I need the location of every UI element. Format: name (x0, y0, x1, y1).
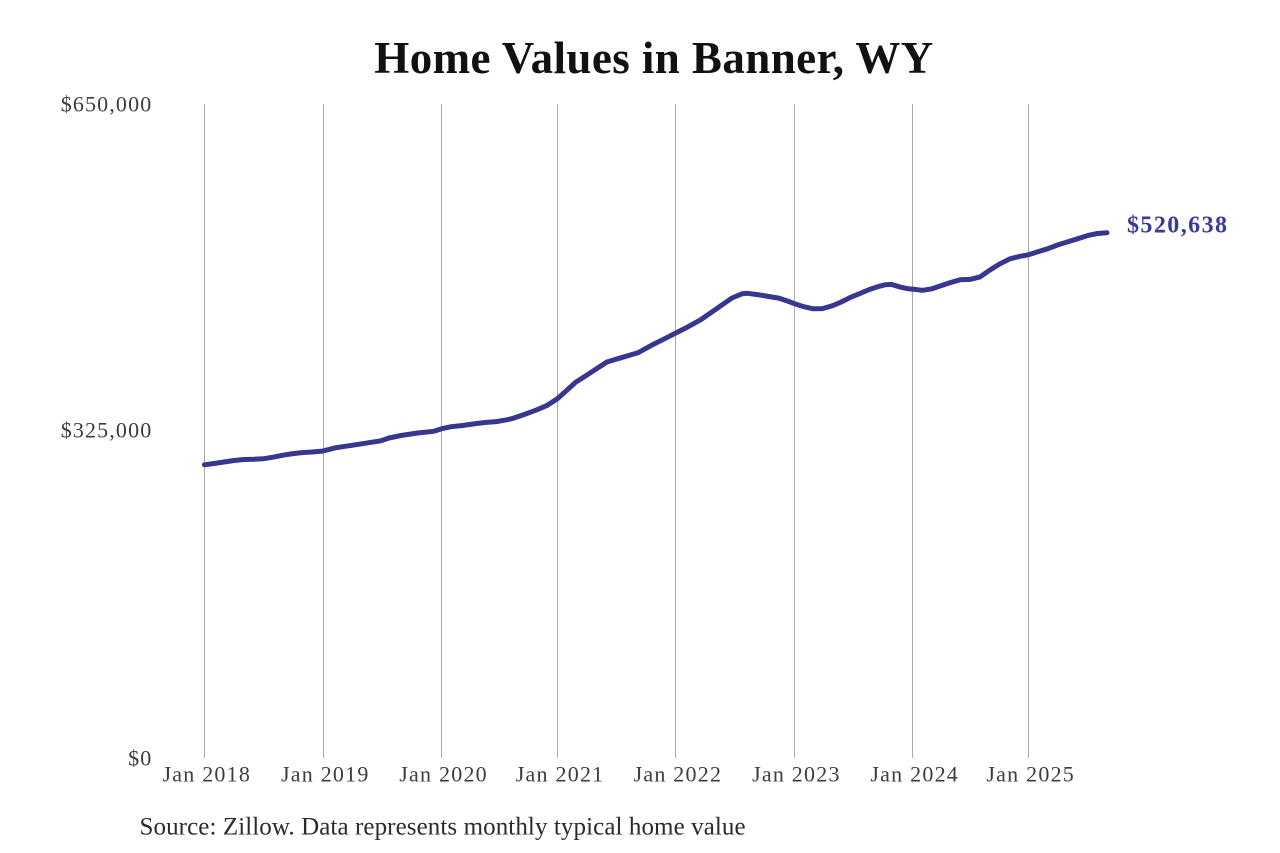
svg-text:Jan 2025: Jan 2025 (986, 762, 1075, 787)
svg-text:Source: Zillow. Data represent: Source: Zillow. Data represents monthly … (140, 813, 746, 840)
svg-text:$0: $0 (128, 745, 152, 770)
svg-text:Jan 2018: Jan 2018 (162, 762, 251, 787)
svg-text:Home Values in Banner, WY: Home Values in Banner, WY (374, 33, 933, 83)
svg-text:Jan 2019: Jan 2019 (281, 762, 370, 787)
svg-text:Jan 2024: Jan 2024 (870, 762, 959, 787)
svg-text:$520,638: $520,638 (1127, 213, 1228, 239)
svg-text:Jan 2020: Jan 2020 (399, 762, 488, 787)
svg-text:Jan 2021: Jan 2021 (516, 762, 605, 787)
svg-text:Jan 2022: Jan 2022 (634, 762, 723, 787)
svg-text:$650,000: $650,000 (61, 91, 153, 116)
svg-text:Jan 2023: Jan 2023 (752, 762, 841, 787)
svg-text:$325,000: $325,000 (61, 418, 153, 443)
